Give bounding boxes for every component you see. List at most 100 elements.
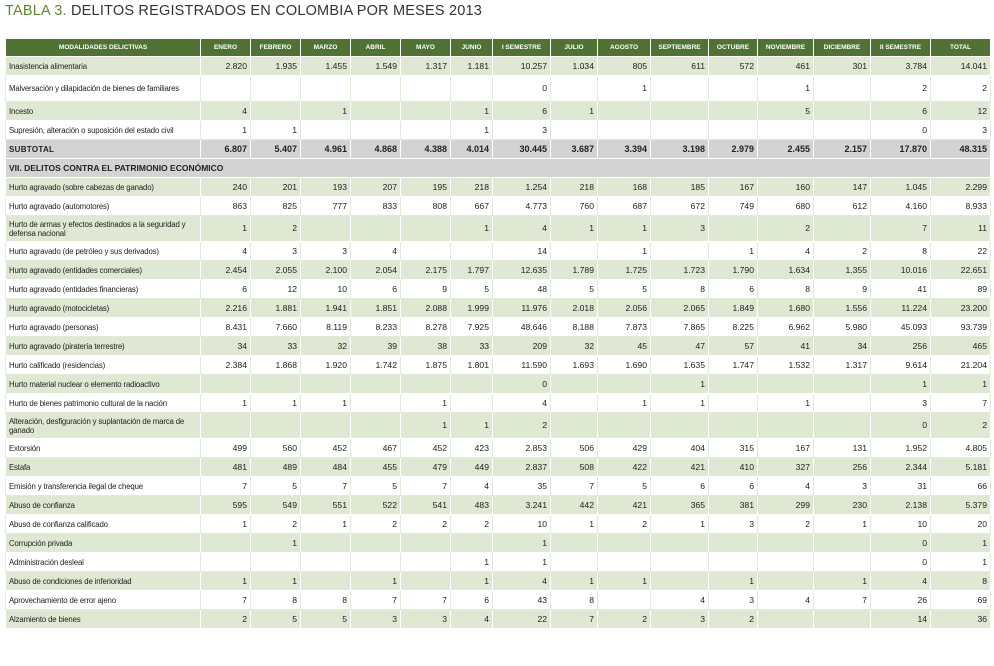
- cell: 21.204: [930, 355, 991, 375]
- cell: 2: [930, 412, 991, 439]
- cell: 33: [250, 336, 301, 356]
- cell: 4.388: [400, 139, 451, 159]
- cell: [400, 120, 451, 140]
- cell: 672: [650, 196, 709, 216]
- table-row: Hurto calificado (residencias) 2.384 1.868…: [5, 355, 991, 375]
- cell: 195: [400, 177, 451, 197]
- cell: 1: [930, 374, 991, 394]
- cell: 8: [930, 571, 991, 591]
- cell: [400, 533, 451, 553]
- cell: 1: [930, 552, 991, 572]
- cell: 6: [708, 476, 758, 496]
- cell: 3.394: [597, 139, 651, 159]
- cell: 465: [930, 336, 991, 356]
- cell: 193: [300, 177, 351, 197]
- cell: [300, 75, 351, 102]
- cell: 315: [708, 438, 758, 458]
- cell: 48: [492, 279, 551, 299]
- cell: [813, 374, 871, 394]
- cell: 4.868: [350, 139, 401, 159]
- cell: 10.016: [870, 260, 931, 280]
- cell: 35: [492, 476, 551, 496]
- cell: 6: [708, 279, 758, 299]
- cell: [650, 552, 709, 572]
- cell: 31: [870, 476, 931, 496]
- cell: [300, 120, 351, 140]
- table-row: Estafa 481 489 484 455 479 449 2.837 508 422 421 41…: [5, 457, 991, 477]
- cell: 760: [550, 196, 598, 216]
- cell: 6: [870, 101, 931, 121]
- cell: 36: [930, 609, 991, 629]
- cell: 8.933: [930, 196, 991, 216]
- cell: 1.034: [550, 56, 598, 76]
- cell: 805: [597, 56, 651, 76]
- cell: 3: [708, 590, 758, 610]
- cell: [300, 533, 351, 553]
- cell: [250, 101, 301, 121]
- cell: 2: [450, 514, 493, 534]
- cell: 48.315: [930, 139, 991, 159]
- table-row: Hurto agravado (automotores) 863 825 777 833…: [5, 196, 991, 216]
- cell: 1.634: [757, 260, 814, 280]
- cell: [250, 374, 301, 394]
- cell: 1: [813, 571, 871, 591]
- cell: 2.384: [200, 355, 251, 375]
- cell: 777: [300, 196, 351, 216]
- cell: 2.853: [492, 438, 551, 458]
- cell: 41: [757, 336, 814, 356]
- table-row: Abuso de confianza calificado 1 2 1 2 2 2 10 1 2 1…: [5, 514, 991, 534]
- cell: 6: [350, 279, 401, 299]
- cell: [757, 120, 814, 140]
- column-header: I SEMESTRE: [492, 38, 551, 57]
- cell: 3: [650, 609, 709, 629]
- cell: 1.941: [300, 298, 351, 318]
- cell: [250, 412, 301, 439]
- cell: [708, 393, 758, 413]
- cell: [813, 120, 871, 140]
- cell: 4.160: [870, 196, 931, 216]
- row-label: Inasistencia alimentaria: [5, 56, 201, 76]
- cell: 5: [597, 476, 651, 496]
- cell: 410: [708, 457, 758, 477]
- row-label: Abuso de confianza: [5, 495, 201, 515]
- cell: 0: [870, 533, 931, 553]
- cell: [757, 533, 814, 553]
- cell: 7.873: [597, 317, 651, 337]
- table-body: Inasistencia alimentaria 2.820 1.935 1.455 1…: [5, 56, 991, 629]
- cell: 1: [930, 533, 991, 553]
- cell: [757, 609, 814, 629]
- cell: 7: [200, 476, 251, 496]
- cell: 8: [550, 590, 598, 610]
- row-label: Hurto agravado (personas): [5, 317, 201, 337]
- cell: 4: [450, 476, 493, 496]
- cell: 1: [550, 101, 598, 121]
- cell: 6: [650, 476, 709, 496]
- cell: 0: [870, 552, 931, 572]
- column-header: FEBRERO: [250, 38, 301, 57]
- column-header: ABRIL: [350, 38, 401, 57]
- cell: 1: [870, 374, 931, 394]
- cell: 1: [492, 552, 551, 572]
- cell: 7: [550, 609, 598, 629]
- cell: 4.014: [450, 139, 493, 159]
- cell: 4: [757, 590, 814, 610]
- cell: 1: [450, 412, 493, 439]
- cell: 3: [300, 241, 351, 261]
- cell: 449: [450, 457, 493, 477]
- column-header: MODALIDADES DELICTIVAS: [5, 38, 201, 57]
- cell: 2: [870, 75, 931, 102]
- cell: 863: [200, 196, 251, 216]
- cell: [813, 215, 871, 242]
- cell: 467: [350, 438, 401, 458]
- cell: 421: [597, 495, 651, 515]
- cell: [200, 552, 251, 572]
- cell: 1.549: [350, 56, 401, 76]
- cell: 1: [300, 393, 351, 413]
- cell: 1.725: [597, 260, 651, 280]
- cell: 1.875: [400, 355, 451, 375]
- cell: 3: [250, 241, 301, 261]
- cell: [250, 75, 301, 102]
- cell: 442: [550, 495, 598, 515]
- cell: 10.257: [492, 56, 551, 76]
- cell: 499: [200, 438, 251, 458]
